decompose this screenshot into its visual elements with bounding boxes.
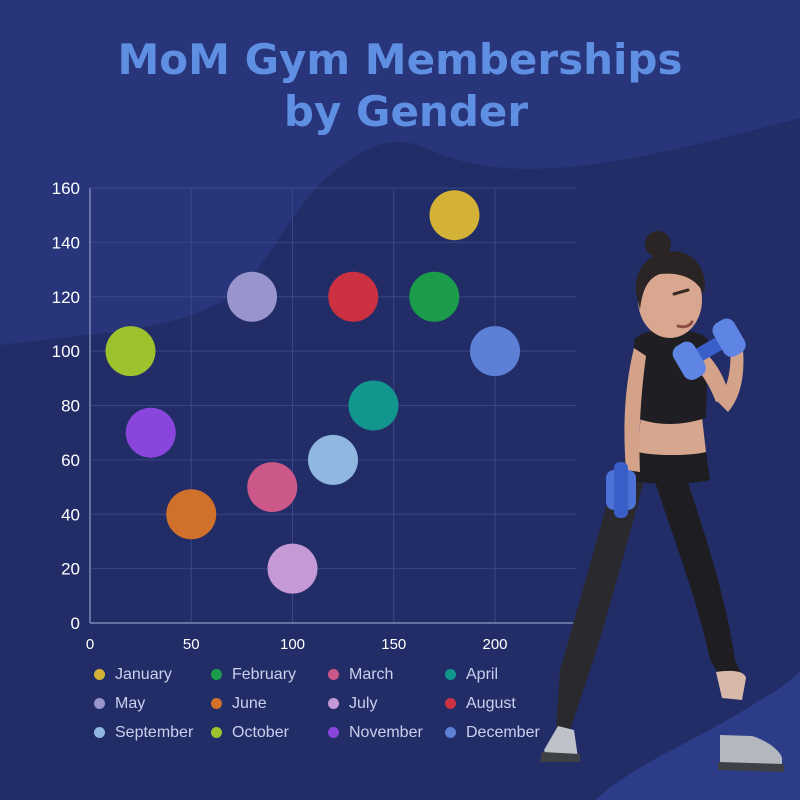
legend-marker <box>445 727 456 738</box>
legend-item-june: June <box>211 693 328 714</box>
chart-title: MoM Gym Memberships by Gender <box>0 34 800 138</box>
legend-label: May <box>115 694 146 712</box>
legend-label: April <box>466 665 499 683</box>
data-point-april <box>348 380 399 431</box>
legend-marker <box>445 669 456 680</box>
x-tick-label: 0 <box>86 636 94 653</box>
legend-item-november: November <box>328 722 445 743</box>
legend-item-march: March <box>328 664 445 685</box>
woman-lifting-dumbbells-illustration <box>540 231 784 772</box>
data-point-august <box>328 271 379 322</box>
legend-item-september: September <box>94 722 211 743</box>
legend-item-january: January <box>94 664 211 685</box>
legend-item-april: April <box>445 664 554 685</box>
chart-title-line1: MoM Gym Memberships <box>117 35 683 84</box>
y-tick-label: 20 <box>61 560 80 579</box>
y-tick-label: 40 <box>61 505 80 524</box>
legend-label: August <box>466 694 516 712</box>
legend-marker <box>94 669 105 680</box>
legend-marker <box>445 698 456 709</box>
data-point-september <box>308 434 358 485</box>
data-point-november <box>125 407 176 458</box>
axes <box>89 188 576 624</box>
x-tick-label: 50 <box>183 636 200 653</box>
legend-marker <box>211 727 222 738</box>
data-point-may <box>227 271 277 322</box>
x-tick-label: 150 <box>381 636 406 653</box>
legend-marker <box>94 727 105 738</box>
legend-label: June <box>232 694 267 712</box>
legend-item-february: February <box>211 664 328 685</box>
data-point-december <box>470 326 520 377</box>
legend-label: October <box>232 723 289 741</box>
legend-label: January <box>115 665 172 683</box>
y-tick-label: 60 <box>61 451 80 470</box>
x-tick-label: 100 <box>280 636 305 653</box>
legend-label: December <box>466 723 540 741</box>
data-points <box>105 190 520 594</box>
legend-marker <box>211 669 222 680</box>
y-tick-label: 120 <box>52 288 80 307</box>
data-point-march <box>247 462 298 513</box>
legend-marker <box>211 698 222 709</box>
grid-lines <box>90 187 576 623</box>
legend-label: February <box>232 665 297 683</box>
legend-item-may: May <box>94 693 211 714</box>
chart-legend: January February March April May June July Augu… <box>94 664 554 743</box>
tick-labels: 0 20 40 60 80 100 120 140 160 0 50 100 150 200 <box>52 179 508 653</box>
y-tick-label: 0 <box>71 614 80 633</box>
background-wave-top <box>0 0 800 345</box>
data-point-july <box>267 543 318 594</box>
legend-label: November <box>349 723 423 741</box>
data-point-january <box>429 190 480 241</box>
y-tick-label: 160 <box>52 179 80 198</box>
legend-marker <box>328 669 339 680</box>
legend-label: March <box>349 665 394 683</box>
legend-label: September <box>115 723 194 741</box>
y-tick-label: 140 <box>52 233 80 252</box>
data-point-february <box>409 271 460 322</box>
data-point-june <box>166 489 217 540</box>
legend-label: July <box>349 694 378 712</box>
data-point-october <box>105 326 156 377</box>
legend-item-july: July <box>328 693 445 714</box>
legend-item-october: October <box>211 722 328 743</box>
legend-item-august: August <box>445 693 554 714</box>
x-tick-label: 200 <box>482 636 507 653</box>
y-tick-label: 100 <box>52 342 80 361</box>
chart-title-line2: by Gender <box>283 87 529 136</box>
legend-item-december: December <box>445 722 554 743</box>
legend-marker <box>94 698 105 709</box>
legend-marker <box>328 727 339 738</box>
y-tick-label: 80 <box>61 397 80 416</box>
legend-marker <box>328 698 339 709</box>
